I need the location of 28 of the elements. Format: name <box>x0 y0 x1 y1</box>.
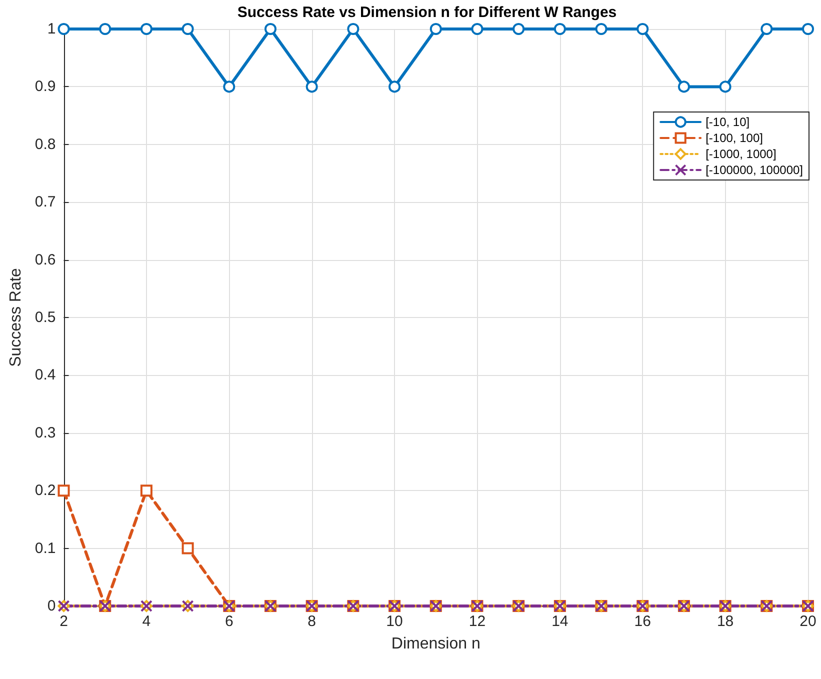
y-tick-label: 0.6 <box>34 251 56 268</box>
x-tick-label: 6 <box>224 613 234 630</box>
y-tick-label: 0.4 <box>34 366 56 384</box>
y-axis-title: Success Rate <box>8 268 24 367</box>
y-tick-label: 0.1 <box>34 540 56 557</box>
x-tick-label: 16 <box>634 613 651 630</box>
x-tick-label: 12 <box>468 613 486 630</box>
x-tick-label: 4 <box>142 613 151 630</box>
legend-label: [-1000, 1000] <box>706 147 776 161</box>
y-tick-label: 1 <box>47 20 56 38</box>
x-tick-label: 20 <box>800 613 816 630</box>
x-tick-label: 10 <box>386 613 403 630</box>
chart-title: Success Rate vs Dimension n for Different W Ranges <box>237 4 617 21</box>
x-tick-label: 14 <box>552 613 568 630</box>
x-tick-label: 2 <box>60 613 68 630</box>
x-axis-title: Dimension n <box>391 636 480 652</box>
legend-label: [-10, 10] <box>706 115 750 129</box>
y-tick-label: 0.2 <box>34 482 56 500</box>
y-tick-label: 0.8 <box>34 136 56 153</box>
legend-label: [-100, 100] <box>706 131 763 145</box>
legend-label: [-100000, 100000] <box>706 163 804 177</box>
y-tick-label: 0 <box>47 598 56 614</box>
y-tick-label: 0.5 <box>34 309 56 326</box>
y-tick-label: 0.9 <box>34 78 56 96</box>
y-tick-label: 0.7 <box>34 194 56 211</box>
x-tick-label: 8 <box>308 613 316 630</box>
y-tick-label: 0.3 <box>34 424 56 442</box>
x-tick-label: 18 <box>716 613 734 630</box>
